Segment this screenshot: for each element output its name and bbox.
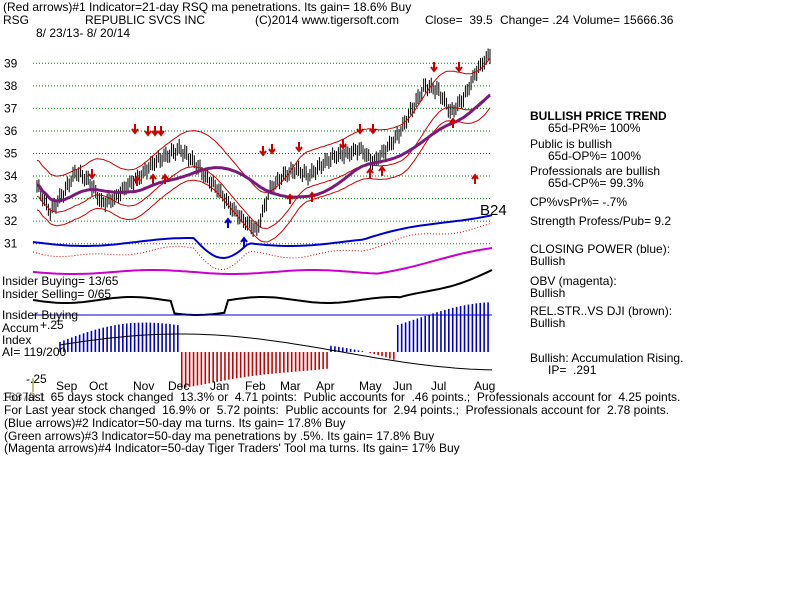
cp-value: 65d-CP%= 99.3% (548, 176, 644, 190)
op-value: 65d-OP%= 100% (548, 149, 642, 163)
month-label: Jan (210, 379, 229, 393)
copyright: (C)2014 www.tigersoft.com (255, 13, 400, 27)
red-sell-arrow (295, 142, 303, 153)
price-tick-label: 31 (4, 237, 18, 251)
red-sell-arrow (369, 124, 377, 135)
month-label: May (359, 379, 382, 393)
insider-buying: Insider Buying= 13/65 (2, 274, 119, 288)
public-state: Public is bullish (530, 137, 613, 151)
month-label: Jul (431, 379, 446, 393)
accum-state: Bullish: Accumulation Rising. (530, 351, 684, 365)
red-buy-arrow (133, 175, 141, 186)
red-sell-arrow (455, 62, 463, 73)
red-buy-arrow (149, 173, 157, 184)
b24-annotation: B24 (480, 202, 507, 219)
red-sell-arrow (131, 124, 139, 135)
blue-buy-arrow (240, 236, 248, 247)
month-label: Oct (89, 379, 108, 393)
closing-power-state: Bullish (530, 254, 566, 268)
footer-line-65d: For last 65 days stock changed 13.3% or … (4, 390, 681, 404)
red-buy-arrow (366, 167, 374, 178)
upper-band (36, 57, 491, 193)
closing-power-line (32, 214, 493, 260)
ai-label: AI= 119/200 (2, 345, 67, 359)
month-label: Mar (280, 379, 301, 393)
relstr-state: Bullish (530, 316, 566, 330)
price-tick-label: 36 (4, 124, 18, 138)
obv-label: OBV (magenta): (530, 274, 617, 288)
red-sell-arrow (151, 126, 159, 137)
relstr-label: REL.STR..VS DJI (brown): (530, 304, 673, 318)
month-label: Sep (56, 379, 78, 393)
indicator-line-red: (Red arrows)#1 Indicator=21-day RSQ ma p… (3, 0, 412, 14)
insider-buying-2: Insider Buying (2, 308, 79, 322)
indicator-line-blue: (Blue arrows)#2 Indicator=50-day ma turn… (4, 416, 346, 430)
close-value: Close= 39.5 (425, 13, 493, 27)
company-name: REPUBLIC SVCS INC (85, 13, 206, 27)
indicator-line-magenta: (Magenta arrows)#4 Indicator=50-day Tige… (4, 441, 460, 455)
red-buy-arrow (471, 173, 479, 184)
month-label: Dec (168, 379, 189, 393)
index-label: Index (2, 333, 32, 347)
month-label: Feb (245, 379, 266, 393)
indicator-line-green: (Green arrows)#3 Indicator=50-day ma pen… (4, 429, 435, 443)
cpvspr-value: CP%vsPr%= -.7% (530, 195, 628, 209)
price-tick-label: 38 (4, 79, 18, 93)
month-label: Apr (316, 379, 335, 393)
accum-tick-plus: +.25 (40, 318, 64, 332)
price-tick-label: 32 (4, 214, 18, 228)
red-sell-arrow (88, 169, 96, 180)
red-buy-arrow (308, 191, 316, 202)
blue-buy-arrow (224, 217, 232, 228)
date-range: 8/ 23/13- 8/ 20/14 (36, 26, 131, 40)
strength-value: Strength Profess/Pub= 9.2 (530, 214, 672, 228)
footer-line-year: For Last year stock changed 16.9% or 5.7… (4, 403, 670, 417)
accum-tick-minus: -.25 (26, 372, 47, 386)
closing-power-label: CLOSING POWER (blue): (530, 242, 671, 256)
red-sell-arrow (259, 146, 267, 157)
red-sell-arrow (144, 126, 152, 137)
month-label: Aug (474, 379, 495, 393)
red-buy-arrow (161, 173, 169, 184)
obv-line (32, 247, 493, 275)
red-sell-arrow (430, 62, 438, 73)
price-tick-label: 35 (4, 147, 18, 161)
trend-title: BULLISH PRICE TREND (530, 109, 667, 123)
price-tick-label: 33 (4, 192, 18, 206)
month-label: Nov (133, 379, 154, 393)
red-sell-arrow (339, 139, 347, 150)
footer-overlay: 16379.1 (2, 390, 46, 404)
accum-ma-line (59, 333, 493, 371)
red-buy-arrow (378, 165, 386, 176)
price-tick-label: 37 (4, 101, 18, 115)
red-buy-arrow (286, 193, 294, 204)
closing-power-ma (32, 222, 493, 271)
rel-strength-line (32, 269, 493, 316)
red-sell-arrow (157, 126, 165, 137)
pros-state: Professionals are bullish (530, 164, 661, 178)
red-buy-arrow (449, 117, 457, 128)
lower-band (36, 107, 491, 243)
price-tick-label: 34 (4, 169, 18, 183)
month-label: Jun (393, 379, 412, 393)
price-tick-label: 39 (4, 56, 18, 70)
ticker-symbol: RSG (3, 13, 30, 27)
insider-selling: Insider Selling= 0/65 (2, 287, 112, 301)
pr-value: 65d-PR%= 100% (548, 121, 641, 135)
red-sell-arrow (356, 124, 364, 135)
ip-value: IP= .291 (548, 363, 597, 377)
red-sell-arrow (268, 144, 276, 155)
accum-label: Accum (2, 321, 39, 335)
obv-state: Bullish (530, 286, 566, 300)
volume-value: Volume= 15666.36 (573, 13, 674, 27)
change-value: Change= .24 (500, 13, 570, 27)
ma50-line (36, 93, 491, 203)
